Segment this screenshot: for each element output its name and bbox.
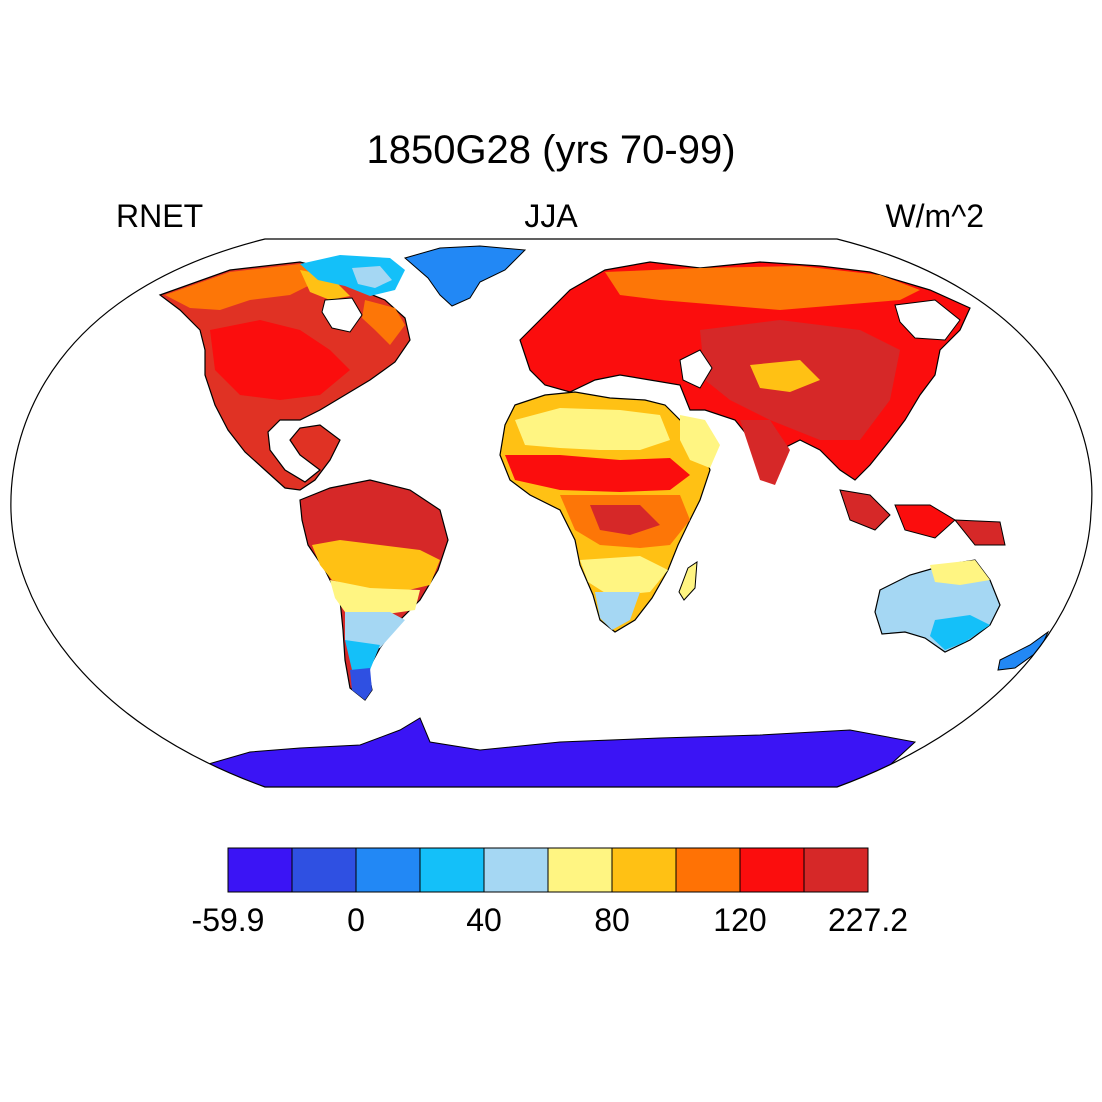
colorbar-box [355, 847, 421, 893]
colorbar-label: 120 [713, 902, 767, 938]
globe-outline [10, 238, 1093, 788]
colorbar-label: 40 [466, 902, 502, 938]
colorbar-box [803, 847, 869, 893]
colorbar-label: 227.2 [827, 902, 909, 938]
colorbar-box [547, 847, 613, 893]
colorbar-box [227, 847, 293, 893]
variable-label: RNET [116, 198, 204, 234]
greenland [403, 245, 527, 307]
colorbar-box [611, 847, 677, 893]
map-title: 1850G28 (yrs 70-99) [366, 128, 736, 172]
colorbar-label: 0 [347, 902, 365, 938]
colorbar-label: -59.9 [191, 902, 265, 938]
colorbar-box [675, 847, 741, 893]
colorbar-box [739, 847, 805, 893]
colorbar [227, 847, 869, 893]
colorbar-label: 80 [594, 902, 630, 938]
season-label: JJA [524, 198, 578, 234]
units-label: W/m^2 [885, 198, 984, 234]
colorbar-box [483, 847, 549, 893]
colorbar-box [419, 847, 485, 893]
colorbar-box [291, 847, 357, 893]
